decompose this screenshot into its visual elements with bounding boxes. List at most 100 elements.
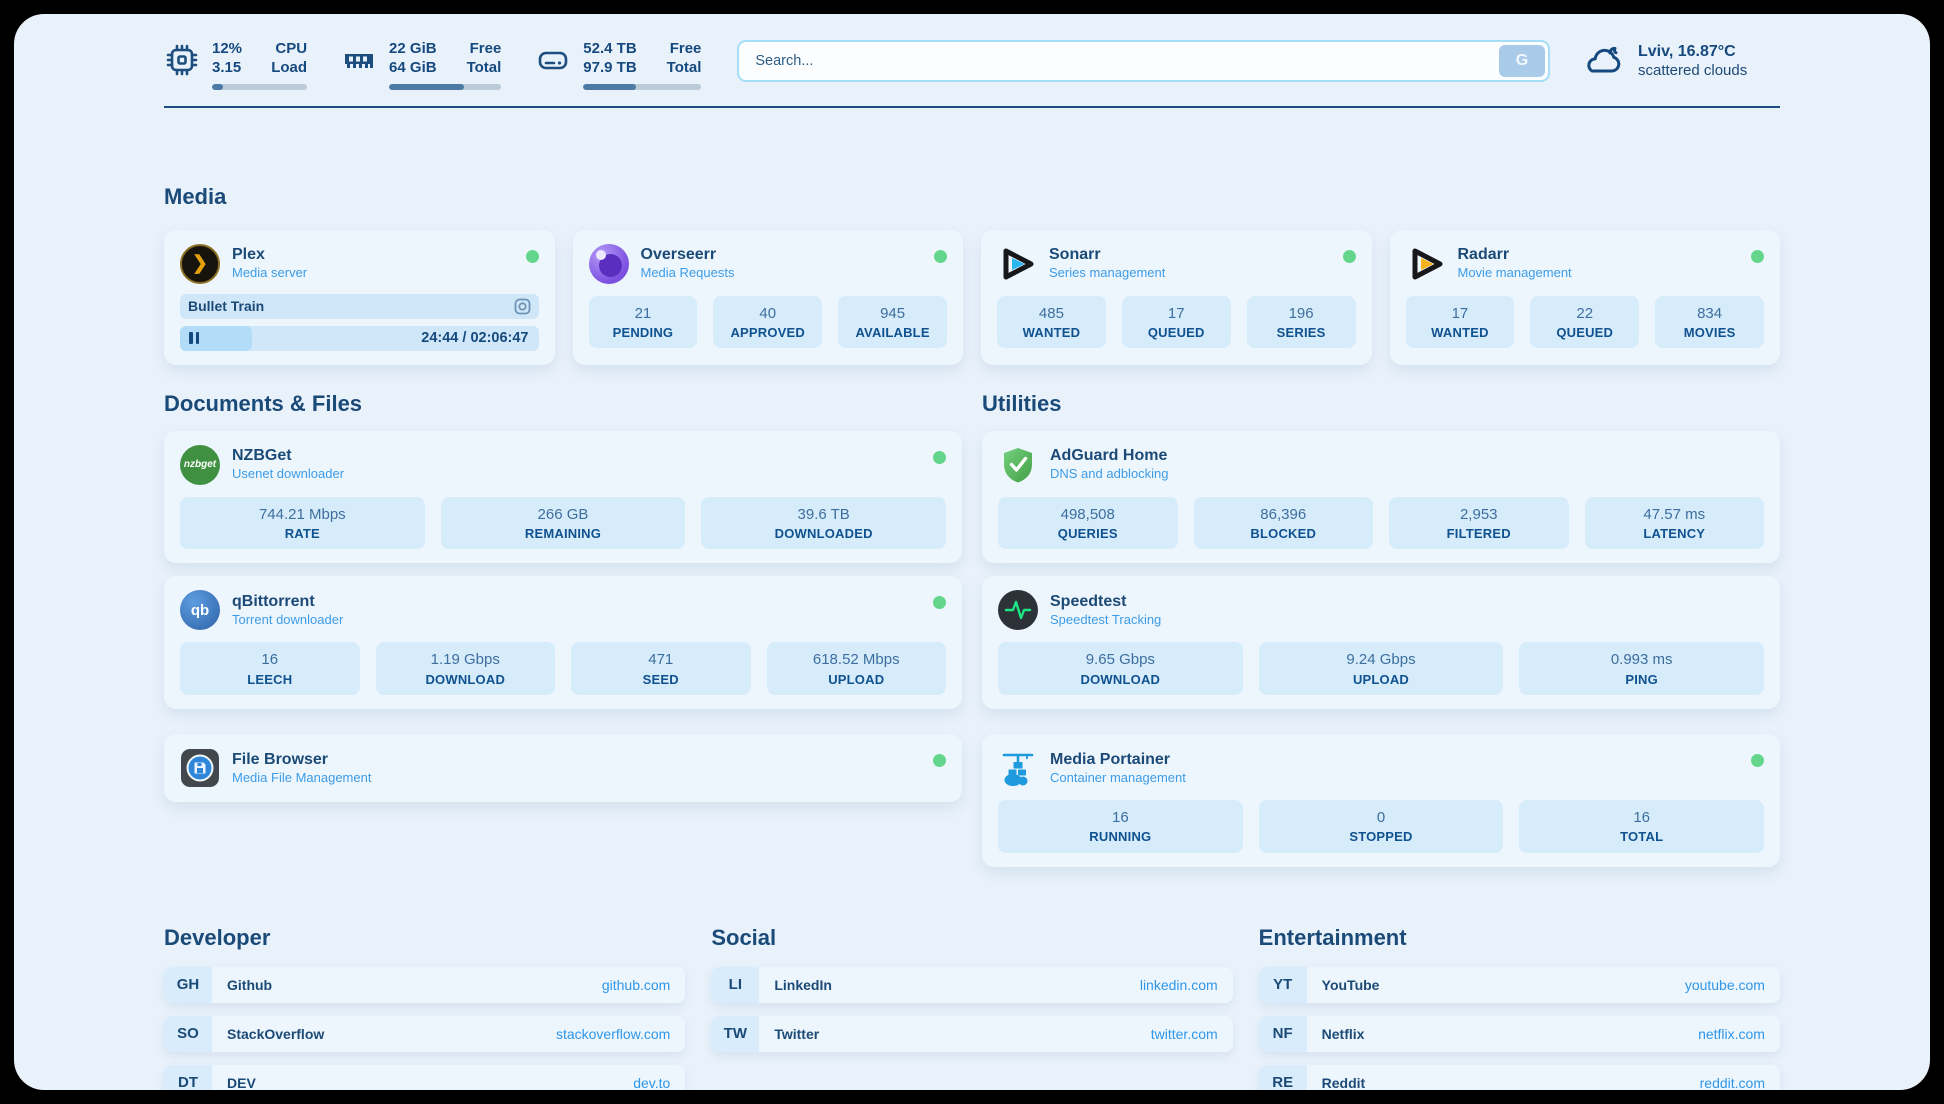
adguard-card[interactable]: AdGuard Home DNS and adblocking 498,508 Q… <box>982 430 1780 564</box>
bookmark-abbr: LI <box>711 966 760 1003</box>
app-subtitle: Media Requests <box>640 265 735 281</box>
sonarr-card[interactable]: Sonarr Series management 485 WANTED 17 QUE… <box>981 229 1372 365</box>
status-dot <box>933 450 946 464</box>
bookmark-abbr: GH <box>164 966 212 1003</box>
media-row: ❯ Plex Media server Bullet Train 24:44 /… <box>164 229 1780 365</box>
section-title-documents: Documents & Files <box>164 390 363 416</box>
bookmark-url: linkedin.com <box>1139 976 1218 993</box>
bookmark-reddit[interactable]: RE Reddit reddit.com <box>1258 1064 1780 1090</box>
stat-tile: 266 GB REMAINING <box>440 496 686 550</box>
app-name: Speedtest <box>1050 592 1127 610</box>
bookmark-url: twitter.com <box>1150 1025 1218 1042</box>
ram-stat: 22 GiB Free 64 GiB Total <box>341 40 502 90</box>
stat-tile: 485 WANTED <box>997 295 1106 349</box>
sonarr-icon <box>1003 248 1034 279</box>
stat-tile: 40 APPROVED <box>713 295 823 349</box>
stat-tile: 2,953 FILTERED <box>1389 496 1569 550</box>
playback-progress: 24:44 / 02:06:47 <box>180 325 539 351</box>
section-title-entertainment: Entertainment <box>1258 924 1407 950</box>
status-dot <box>1751 249 1764 263</box>
bookmark-url: reddit.com <box>1699 1074 1765 1090</box>
bookmark-name: Reddit <box>1321 1074 1366 1090</box>
app-subtitle: Speedtest Tracking <box>1050 611 1162 627</box>
radarr-card[interactable]: Radarr Movie management 17 WANTED 22 QUEUE… <box>1389 229 1780 365</box>
search-bar: G <box>737 40 1550 82</box>
app-name: Overseerr <box>640 246 717 264</box>
nzbget-card[interactable]: nzbget NZBGet Usenet downloader 744.21 M… <box>164 430 962 564</box>
bookmark-github[interactable]: GH Github github.com <box>164 966 686 1003</box>
bookmark-name: StackOverflow <box>227 1025 325 1042</box>
developer-group: Developer GH Github github.com SO StackO… <box>164 924 686 1090</box>
disk-total-label: Total <box>666 58 702 76</box>
stat-tile: 21 PENDING <box>588 295 698 349</box>
cloud-icon <box>1587 46 1621 73</box>
bookmark-netflix[interactable]: NF Netflix netflix.com <box>1258 1015 1780 1052</box>
bookmark-youtube[interactable]: YT YouTube youtube.com <box>1258 966 1780 1003</box>
stat-tile: 17 QUEUED <box>1121 295 1231 349</box>
portainer-icon <box>1002 753 1034 787</box>
disk-progress-bar <box>583 83 702 90</box>
speedtest-card[interactable]: Speedtest Speedtest Tracking 9.65 Gbps DO… <box>982 576 1780 710</box>
app-subtitle: Media server <box>232 265 308 281</box>
overseerr-icon <box>588 243 629 284</box>
bookmark-url: youtube.com <box>1684 976 1765 993</box>
app-name: Sonarr <box>1049 246 1101 264</box>
bookmark-name: YouTube <box>1321 976 1380 993</box>
video-icon <box>514 298 530 314</box>
filebrowser-card[interactable]: File Browser Media File Management <box>164 734 962 803</box>
app-subtitle: Movie management <box>1457 265 1572 281</box>
cpu-progress-bar <box>212 83 308 90</box>
qbittorrent-icon: qb <box>180 590 220 631</box>
bookmark-name: Github <box>227 976 273 993</box>
pause-icon <box>189 332 199 344</box>
stat-tile: 17 WANTED <box>1405 295 1515 349</box>
bookmark-abbr: RE <box>1258 1064 1307 1090</box>
stat-tile: 39.6 TB DOWNLOADED <box>701 496 946 550</box>
status-dot <box>1751 754 1764 768</box>
bookmark-url: github.com <box>601 976 671 993</box>
app-name: AdGuard Home <box>1050 447 1168 465</box>
status-dot <box>933 596 946 610</box>
app-name: File Browser <box>232 750 329 768</box>
disk-free-value: 52.4 TB <box>583 40 637 57</box>
status-dot <box>934 249 947 263</box>
adguard-icon <box>1004 447 1032 482</box>
cpu-stat: 12% CPU 3.15 Load <box>164 40 308 90</box>
radarr-icon <box>1412 248 1442 279</box>
google-search-button[interactable]: G <box>1499 45 1545 77</box>
bookmark-dev[interactable]: DT DEV dev.to <box>164 1064 686 1090</box>
portainer-card[interactable]: Media Portainer Container management 16 R… <box>982 734 1780 867</box>
bookmark-name: LinkedIn <box>774 976 832 993</box>
dashboard-page: 12% CPU 3.15 Load 22 GiB Free 64 GiB Total <box>14 14 1930 1090</box>
stat-tile: 945 AVAILABLE <box>838 295 947 349</box>
plex-card[interactable]: ❯ Plex Media server Bullet Train 24:44 /… <box>164 229 555 365</box>
app-subtitle: Usenet downloader <box>232 466 345 482</box>
bookmark-url: stackoverflow.com <box>555 1025 671 1042</box>
ram-free-label: Free <box>469 40 502 57</box>
section-title-utilities: Utilities <box>982 390 1062 416</box>
stat-tile: 1.19 Gbps DOWNLOAD <box>375 642 555 696</box>
bookmark-name: Netflix <box>1321 1025 1365 1042</box>
bookmark-abbr: SO <box>164 1015 212 1052</box>
bookmark-url: netflix.com <box>1698 1025 1765 1042</box>
cpu-label: CPU <box>275 40 308 57</box>
section-title-developer: Developer <box>164 924 271 950</box>
qbittorrent-card[interactable]: qb qBittorrent Torrent downloader 16 LEEC… <box>164 576 962 710</box>
stat-tile: 834 MOVIES <box>1655 295 1764 349</box>
utilities-column: Utilities AdGuard Home DNS and adblockin… <box>982 391 1780 867</box>
weather-location-temp: Lviv, 16.87°C <box>1638 42 1736 60</box>
bookmark-stackoverflow[interactable]: SO StackOverflow stackoverflow.com <box>164 1015 686 1052</box>
search-input[interactable] <box>737 40 1550 82</box>
stat-tile: 47.57 ms LATENCY <box>1584 496 1764 550</box>
stat-tile: 16 LEECH <box>180 642 360 696</box>
bookmark-twitter[interactable]: TW Twitter twitter.com <box>711 1015 1233 1052</box>
app-name: Media Portainer <box>1050 750 1171 768</box>
app-subtitle: DNS and adblocking <box>1050 466 1169 482</box>
stat-tile: 22 QUEUED <box>1530 295 1640 349</box>
now-playing-row: Bullet Train <box>180 293 539 319</box>
overseerr-card[interactable]: Overseerr Media Requests 21 PENDING 40 APP… <box>572 229 963 365</box>
app-subtitle: Container management <box>1050 769 1186 785</box>
app-subtitle: Media File Management <box>232 769 372 785</box>
bookmark-linkedin[interactable]: LI LinkedIn linkedin.com <box>711 966 1233 1003</box>
speedtest-icon <box>998 590 1038 631</box>
